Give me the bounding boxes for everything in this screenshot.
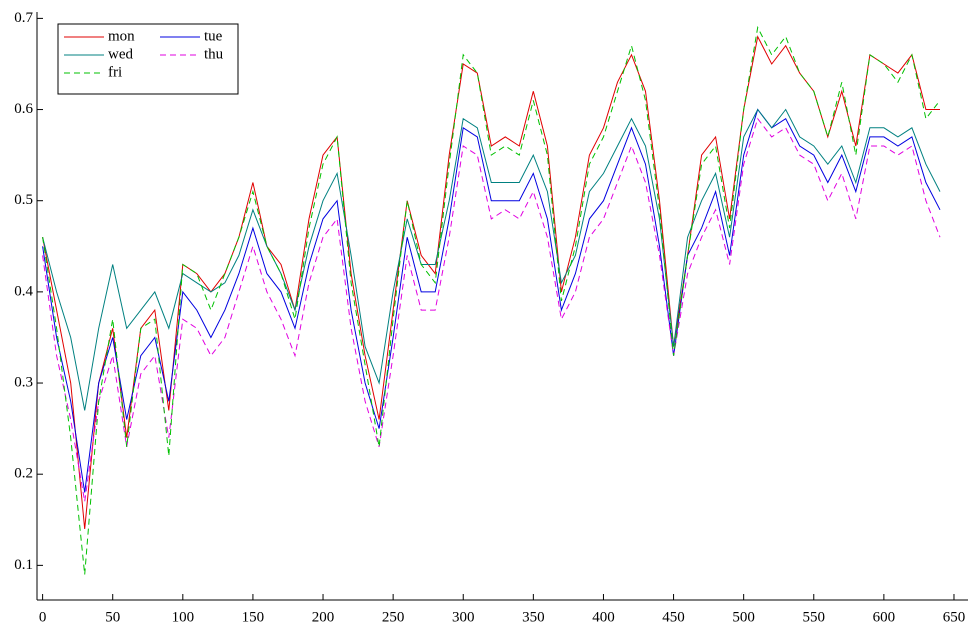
legend-label: thu xyxy=(204,46,224,62)
legend-label: tue xyxy=(204,28,223,44)
line-series xyxy=(42,117,941,502)
y-tick-label: 0.5 xyxy=(14,192,33,208)
x-tick-label: 650 xyxy=(943,609,966,625)
x-tick-label: 50 xyxy=(105,609,120,625)
x-tick-label: 150 xyxy=(242,609,265,625)
y-tick-label: 0.4 xyxy=(14,283,33,299)
x-tick-label: 350 xyxy=(522,609,545,625)
y-tick-label: 0.3 xyxy=(14,374,33,390)
x-tick-label: 400 xyxy=(592,609,615,625)
line-series xyxy=(42,108,941,411)
x-tick-label: 500 xyxy=(732,609,755,625)
legend-label: mon xyxy=(108,28,135,44)
x-tick-label: 250 xyxy=(382,609,405,625)
y-tick-label: 0.6 xyxy=(14,101,33,117)
y-tick-label: 0.1 xyxy=(14,557,33,573)
line-series xyxy=(42,25,941,575)
line-series xyxy=(42,108,941,493)
legend-box xyxy=(57,23,239,95)
x-tick-label: 600 xyxy=(873,609,896,625)
x-tick-label: 450 xyxy=(662,609,685,625)
x-tick-label: 550 xyxy=(803,609,826,625)
y-tick-label: 0.7 xyxy=(14,10,33,26)
x-tick-label: 0 xyxy=(39,609,47,625)
legend-label: wed xyxy=(108,46,133,62)
x-tick-label: 100 xyxy=(172,609,195,625)
line-series xyxy=(42,35,940,529)
x-tick-label: 300 xyxy=(452,609,475,625)
legend-label: fri xyxy=(108,64,122,80)
x-tick-label: 200 xyxy=(312,609,335,625)
y-tick-label: 0.2 xyxy=(14,466,33,482)
